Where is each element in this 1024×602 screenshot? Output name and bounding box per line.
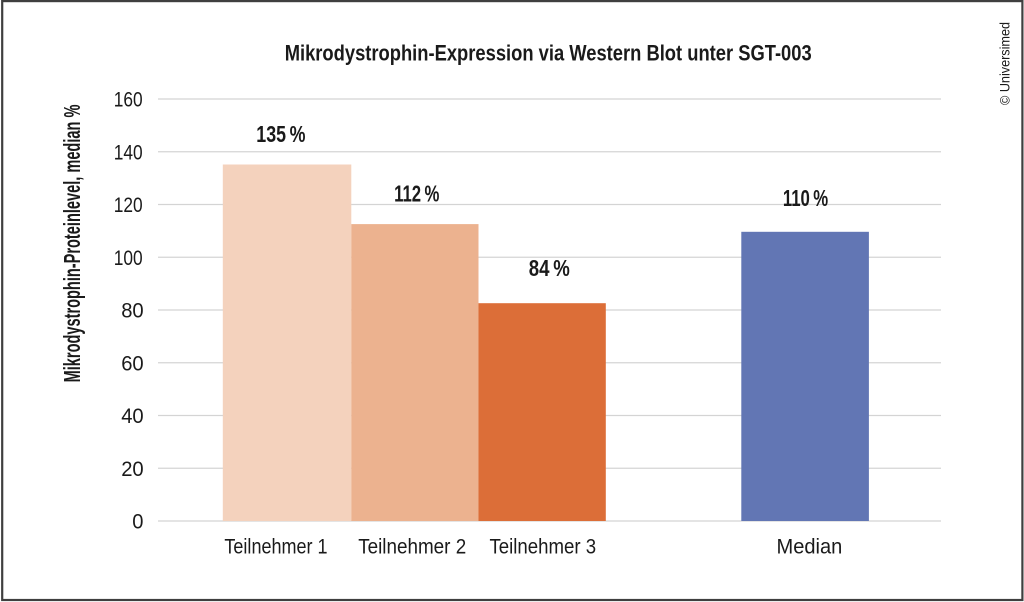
svg-text:160: 160 [114,89,143,112]
svg-text:20: 20 [121,458,144,481]
svg-text:140: 140 [114,141,143,164]
svg-text:Teilnehmer 3: Teilnehmer 3 [489,535,596,558]
svg-text:Mikrodystrophin-Expression via: Mikrodystrophin-Expression via Western B… [285,41,812,66]
svg-text:120: 120 [114,194,143,217]
svg-text:Mikrodystrophin-Proteinlevel,: Mikrodystrophin-Proteinlevel, median % [59,105,85,383]
svg-text:Teilnehmer 1: Teilnehmer 1 [224,535,327,558]
svg-text:135 %: 135 % [256,121,305,147]
svg-text:Median: Median [777,535,843,558]
svg-text:Teilnehmer 2: Teilnehmer 2 [358,535,466,558]
svg-text:110 %: 110 % [783,185,828,211]
svg-text:80: 80 [121,300,144,323]
svg-text:40: 40 [121,405,144,428]
svg-text:© Universimed: © Universimed [997,22,1013,105]
svg-text:100: 100 [114,247,143,270]
svg-text:60: 60 [121,352,144,375]
svg-text:84 %: 84 % [529,255,570,281]
svg-text:0: 0 [132,511,143,534]
svg-text:112 %: 112 % [394,181,439,207]
